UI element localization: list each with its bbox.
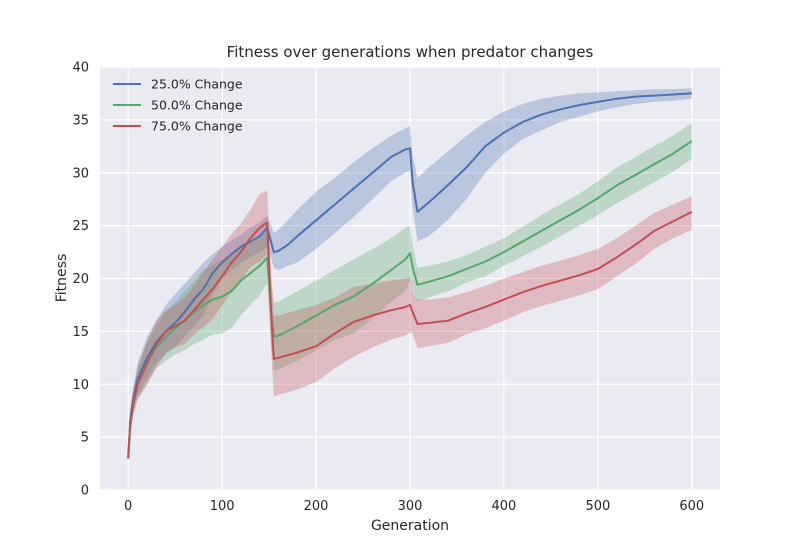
y-tick-label: 35 [72,113,89,128]
y-tick-label: 0 [81,484,89,499]
y-axis-label: Fitness [54,254,70,303]
y-tick-label: 10 [72,378,89,393]
x-tick-label: 500 [585,499,610,514]
series-line-3 [127,211,693,459]
y-tick-label: 25 [72,219,89,234]
legend-label-75: 75.0% Change [151,119,243,134]
confidence-band-1 [128,88,692,461]
y-tick-label: 15 [72,325,89,340]
x-tick-label: 0 [124,499,132,514]
x-axis-label: Generation [371,518,449,534]
x-tick-label: 600 [679,499,704,514]
confidence-band-2 [128,123,692,461]
grid-layer [100,66,720,491]
chart-title: Fitness over generations when predator c… [227,43,594,61]
legend-label-25: 25.0% Change [151,77,243,92]
x-tick-label: 100 [210,499,235,514]
x-tick-labels: 0 100 200 300 400 500 600 [124,499,704,514]
y-tick-label: 30 [72,166,89,181]
y-tick-label: 20 [72,272,89,287]
legend: 25.0% Change 50.0% Change 75.0% Change [113,77,243,134]
legend-item: 75.0% Change [113,119,243,134]
x-tick-label: 200 [304,499,329,514]
x-tick-label: 300 [398,499,423,514]
series-lines [127,92,693,459]
legend-item: 25.0% Change [113,77,243,92]
legend-item: 50.0% Change [113,98,243,113]
y-tick-labels: 0 5 10 15 20 25 30 35 40 [72,61,89,499]
series-line-1 [127,92,692,459]
x-tick-label: 400 [492,499,517,514]
legend-label-50: 50.0% Change [151,98,243,113]
y-tick-label: 5 [81,431,89,446]
y-tick-label: 40 [72,61,89,76]
